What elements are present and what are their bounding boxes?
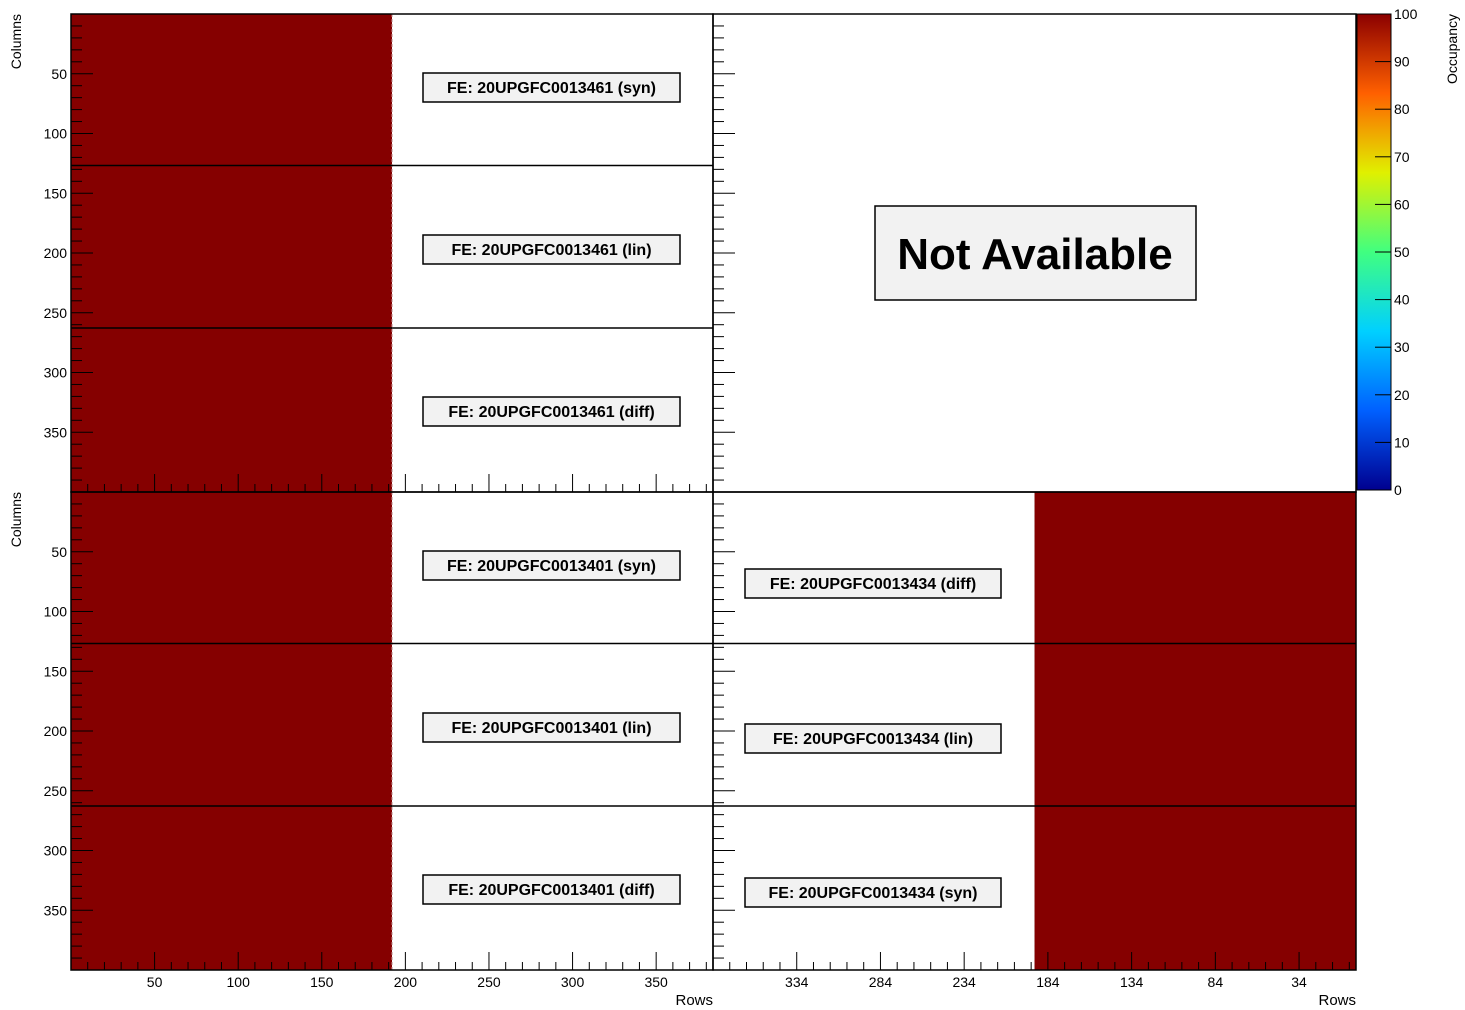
fe-label-layer: FE: 20UPGFC0013461 (syn) FE: 20UPGFC00134… <box>422 72 1002 908</box>
fe-label: FE: 20UPGFC0013401 (syn) <box>422 550 681 581</box>
fe-label: FE: 20UPGFC0013461 (diff) <box>422 396 681 427</box>
colorbar-tick-label: 80 <box>1394 101 1410 117</box>
fe-label-text: FE: 20UPGFC0013434 (lin) <box>773 731 973 748</box>
x-tick-label: 350 <box>644 974 668 990</box>
x-tick-label: 150 <box>310 974 334 990</box>
panel-frame <box>712 491 1357 971</box>
y-tick-label: 100 <box>44 604 68 620</box>
colorbar-tick-label: 70 <box>1394 149 1410 165</box>
x-axis-label-left: Rows <box>675 992 713 1009</box>
not-available-box: Not Available <box>874 205 1197 301</box>
fe-label-box <box>422 712 681 743</box>
x-tick-label: 234 <box>952 974 976 990</box>
fe-label-box <box>422 550 681 581</box>
occupancy-fill-layer <box>71 14 1356 970</box>
occupancy-block <box>1034 492 1356 970</box>
y-tick-label: 250 <box>44 305 68 321</box>
colorbar-tick-label: 30 <box>1394 339 1410 355</box>
fe-label-text: FE: 20UPGFC0013401 (lin) <box>451 720 651 737</box>
y-tick-label: 200 <box>44 245 68 261</box>
colorbar-tick-label: 100 <box>1394 6 1418 22</box>
y-axis-label-top: Columns <box>8 14 24 69</box>
fe-label: FE: 20UPGFC0013461 (lin) <box>422 234 681 265</box>
fe-label-text: FE: 20UPGFC0013401 (diff) <box>448 882 654 899</box>
colorbar-tick-label: 10 <box>1394 434 1410 450</box>
colorbar-tick-label: 90 <box>1394 54 1410 70</box>
x-axis-label-right: Rows <box>1318 992 1356 1009</box>
x-tick-label: 184 <box>1036 974 1060 990</box>
y-tick-label: 150 <box>44 663 68 679</box>
occupancy-block <box>71 492 392 970</box>
fe-label: FE: 20UPGFC0013461 (syn) <box>422 72 681 103</box>
x-tick-label: 284 <box>869 974 893 990</box>
not-available-text: Not Available <box>897 230 1172 279</box>
fe-label: FE: 20UPGFC0013401 (diff) <box>422 874 681 905</box>
x-tick-label: 250 <box>477 974 501 990</box>
x-tick-label: 50 <box>147 974 163 990</box>
grid-layer <box>71 164 1356 807</box>
y-tick-label: 50 <box>51 66 67 82</box>
y-tick-label: 100 <box>44 126 68 142</box>
colorbar-label: Occupancy <box>1444 14 1460 84</box>
fe-label-box <box>744 877 1002 908</box>
x-tick-label: 334 <box>785 974 809 990</box>
colorbar-tick-label: 20 <box>1394 387 1410 403</box>
colorbar-tick-label: 50 <box>1394 244 1410 260</box>
y-axis-label-bottom: Columns <box>8 492 24 547</box>
fe-label-text: FE: 20UPGFC0013461 (syn) <box>447 80 656 97</box>
x-tick-label: 300 <box>561 974 585 990</box>
y-tick-label: 350 <box>44 902 68 918</box>
fe-label-box <box>422 396 681 427</box>
fe-label: FE: 20UPGFC0013434 (lin) <box>744 723 1002 754</box>
x-tick-label: 84 <box>1208 974 1224 990</box>
x-tick-label: 200 <box>394 974 418 990</box>
fe-label-box <box>744 723 1002 754</box>
fe-label-text: FE: 20UPGFC0013401 (syn) <box>447 558 656 575</box>
fe-label-text: FE: 20UPGFC0013434 (diff) <box>770 576 976 593</box>
fe-label: FE: 20UPGFC0013434 (diff) <box>744 568 1002 599</box>
x-tick-label: 34 <box>1291 974 1307 990</box>
colorbar-tick-label: 40 <box>1394 292 1410 308</box>
axes-layer: 50 100 150 200 250 300 350 50 100 150 200 250 300 350… <box>44 13 1357 990</box>
x-tick-label: 100 <box>227 974 251 990</box>
y-tick-label: 350 <box>44 424 68 440</box>
fe-label-box <box>744 568 1002 599</box>
y-tick-label: 200 <box>44 723 68 739</box>
colorbar-tick-label: 0 <box>1394 482 1402 498</box>
fe-label-text: FE: 20UPGFC0013461 (diff) <box>448 404 654 421</box>
colorbar: 0 10 20 30 40 50 60 70 80 90 100 <box>1356 6 1418 498</box>
fe-label-text: FE: 20UPGFC0013461 (lin) <box>451 242 651 259</box>
y-tick-label: 150 <box>44 185 68 201</box>
y-tick-label: 250 <box>44 783 68 799</box>
fe-label-box <box>422 72 681 103</box>
y-tick-label: 50 <box>51 544 67 560</box>
colorbar-tick-label: 60 <box>1394 196 1410 212</box>
fe-label-box <box>422 874 681 905</box>
x-tick-label: 134 <box>1120 974 1144 990</box>
fe-label-text: FE: 20UPGFC0013434 (syn) <box>769 885 978 902</box>
y-tick-label: 300 <box>44 365 68 381</box>
fe-label-box <box>422 234 681 265</box>
y-tick-label: 300 <box>44 843 68 859</box>
fe-label: FE: 20UPGFC0013401 (lin) <box>422 712 681 743</box>
occupancy-block <box>71 14 392 492</box>
fe-label: FE: 20UPGFC0013434 (syn) <box>744 877 1002 908</box>
